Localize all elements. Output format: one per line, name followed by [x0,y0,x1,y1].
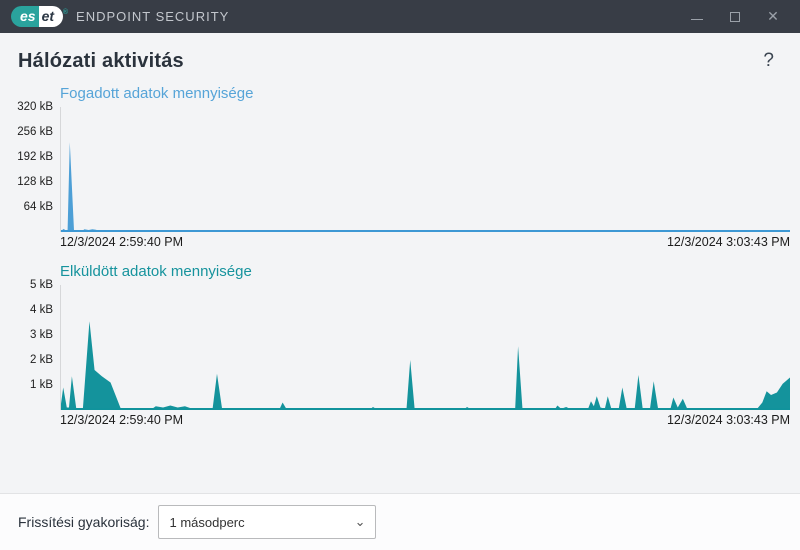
eset-logo-icon: es et ® [11,6,68,27]
y-tick-label: 256 kB [17,126,53,138]
eset-logo-right: et [38,6,64,27]
refresh-frequency-value: 1 másodperc [169,514,245,530]
y-tick-label: 192 kB [17,151,53,163]
y-tick-label: 3 kB [29,329,53,341]
received-chart-title: Fogadott adatok mennyisége [60,85,254,102]
y-tick-label: 320 kB [17,101,53,113]
received-area-series [61,142,790,232]
minimize-icon [691,19,703,20]
received-data-chart: Fogadott adatok mennyisége 320 kB 256 kB… [17,85,790,254]
minimize-button[interactable] [678,0,716,33]
titlebar: es et ® ENDPOINT SECURITY ✕ [0,0,800,33]
bottom-bar: Frissítési gyakoriság: 1 másodperc ⌄ [0,493,800,550]
sent-data-chart: Elküldött adatok mennyisége 5 kB 4 kB 3 … [18,263,790,432]
page-title: Hálózati aktivitás [18,50,184,72]
eset-logo-left: es [11,6,39,27]
received-chart-plot [60,107,790,232]
y-tick-label: 1 kB [29,379,53,391]
window-controls: ✕ [678,0,800,33]
charts-area: Fogadott adatok mennyisége 320 kB 256 kB… [0,73,800,493]
y-tick-label: 5 kB [29,279,53,291]
maximize-icon [730,11,740,22]
x-axis-end-label: 12/3/2024 3:03:43 PM [666,413,790,427]
maximize-button[interactable] [716,0,754,33]
sent-chart-y-axis: 5 kB 4 kB 3 kB 2 kB 1 kB [18,279,60,410]
chevron-down-icon: ⌄ [354,514,366,529]
help-icon[interactable]: ? [763,50,774,71]
y-tick-label: 128 kB [17,176,53,188]
sent-chart-plot [60,285,790,410]
received-chart-y-axis: 320 kB 256 kB 192 kB 128 kB 64 kB [17,101,60,232]
y-tick-label: 2 kB [29,354,53,366]
y-tick-label: 64 kB [23,201,53,213]
y-tick-label: 4 kB [29,304,53,316]
sent-chart-x-axis: 12/3/2024 2:59:40 PM 12/3/2024 3:03:43 P… [60,410,790,432]
registered-trademark-icon: ® [62,9,69,16]
sent-chart-title: Elküldött adatok mennyisége [60,263,252,280]
x-axis-start-label: 12/3/2024 2:59:40 PM [60,413,184,427]
refresh-frequency-select[interactable]: 1 másodperc ⌄ [158,505,377,539]
refresh-frequency-label: Frissítési gyakoriság: [18,514,150,530]
close-button[interactable]: ✕ [767,8,779,24]
page-header: Hálózati aktivitás ? [0,33,800,73]
x-axis-start-label: 12/3/2024 2:59:40 PM [60,235,184,249]
received-chart-x-axis: 12/3/2024 2:59:40 PM 12/3/2024 3:03:43 P… [60,232,790,254]
x-axis-end-label: 12/3/2024 3:03:43 PM [666,235,790,249]
brand-title: ENDPOINT SECURITY [76,9,230,24]
sent-area-series [61,321,790,410]
